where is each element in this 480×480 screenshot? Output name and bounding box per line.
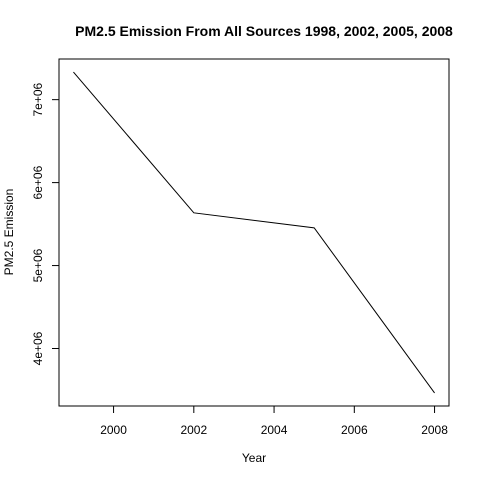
- y-axis-label: PM2.5 Emission: [2, 189, 16, 276]
- y-axis-tick-label: 7e+06: [31, 82, 45, 116]
- y-axis-tick-label: 5e+06: [31, 248, 45, 282]
- x-axis-label: Year: [242, 451, 266, 465]
- series-line: [73, 71, 435, 394]
- y-axis-tick-label: 6e+06: [31, 165, 45, 199]
- plot-frame: [58, 58, 450, 407]
- x-axis-tick-label: 2004: [261, 423, 288, 437]
- y-axis: 4e+06 5e+06 6e+06 7e+06: [31, 82, 59, 365]
- x-axis-tick-label: 2000: [100, 423, 127, 437]
- x-axis-tick-label: 2008: [421, 423, 448, 437]
- chart-title: PM2.5 Emission From All Sources 1998, 20…: [75, 23, 453, 39]
- x-axis: 2000 2002 2004 2006 2008: [100, 406, 448, 437]
- x-axis-tick-label: 2002: [180, 423, 207, 437]
- x-axis-tick-label: 2006: [341, 423, 368, 437]
- y-axis-tick-label: 4e+06: [31, 331, 45, 365]
